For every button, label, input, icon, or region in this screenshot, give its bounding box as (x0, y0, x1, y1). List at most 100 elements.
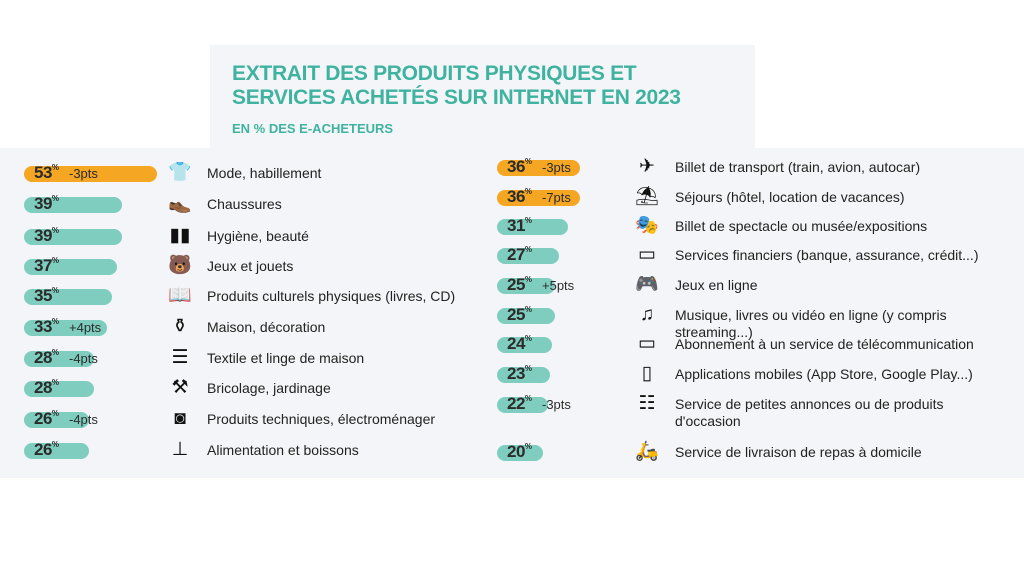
bar (497, 367, 550, 383)
value-number: 36 (507, 157, 525, 176)
chart-row: 26% ⊥ Alimentation et boissons (0, 438, 1024, 464)
category-label: Applications mobiles (App Store, Google … (675, 366, 973, 382)
book-icon: 📖 (168, 285, 192, 306)
bar (24, 412, 89, 428)
delivery-scooter-icon: 🛵 (635, 441, 659, 462)
bar (24, 443, 89, 459)
percent-sign: % (524, 275, 532, 284)
value-number: 53 (34, 163, 52, 182)
bar (24, 381, 94, 397)
value-label: 53% (34, 163, 59, 183)
bar (497, 219, 569, 235)
value-label: 20% (507, 442, 532, 462)
bar (24, 351, 94, 367)
category-label: Produits techniques, électroménager (207, 411, 436, 427)
category-label: Hygiène, beauté (207, 228, 309, 244)
chart-row: 25% ♫ Musique, livres ou vidéo en ligne (y… (0, 303, 1024, 340)
percent-sign: % (524, 157, 532, 166)
category-label: Jeux en ligne (675, 277, 758, 293)
classified-ads-icon: ☷ (638, 393, 656, 414)
bar (24, 289, 112, 305)
percent-sign: % (51, 286, 59, 295)
teddy-bear-icon: 🐻 (168, 255, 192, 276)
value-number: 25 (507, 275, 525, 294)
bar (24, 320, 107, 336)
category-label: Billet de transport (train, avion, autoc… (675, 159, 921, 175)
bar (24, 259, 117, 275)
chart-subtitle: EN % DES E-ACHETEURS (232, 121, 394, 136)
bar (497, 308, 555, 324)
value-label: 24% (507, 334, 532, 354)
chart-row: 22% -3pts ☷ Service de petites annonces ou … (0, 392, 1024, 429)
change-label: -3pts (542, 160, 571, 175)
percent-sign: % (524, 305, 532, 314)
category-label: Jeux et jouets (207, 258, 294, 274)
value-number: 26 (34, 440, 52, 459)
cosmetics-icon: ▮▮ (169, 225, 191, 246)
bar (497, 190, 580, 206)
percent-sign: % (524, 245, 532, 254)
value-label: 27% (507, 245, 532, 265)
chart-row: 24% ▭ Abonnement à un service de télécommu… (0, 332, 1024, 358)
chart-row: 27% ▭ Services financiers (banque, assuran… (0, 243, 1024, 269)
title-box (210, 45, 755, 148)
percent-sign: % (524, 187, 532, 196)
monitor-icon: ▭ (638, 333, 656, 354)
value-label: 25% (507, 275, 532, 295)
value-number: 20 (507, 442, 525, 461)
chart-row: 33% +4pts ⚱ Maison, décoration (0, 315, 1024, 341)
change-label: -3pts (69, 166, 98, 181)
category-label: Alimentation et boissons (207, 442, 359, 458)
category-label: Service de petites annonces ou de produi… (675, 396, 944, 429)
change-label: -3pts (542, 397, 571, 412)
food-icon: ⊥ (171, 439, 189, 460)
chart-row: 36% -7pts ⛱ Séjours (hôtel, location de vac… (0, 185, 1024, 211)
value-label: 31% (507, 216, 532, 236)
value-label: 36% (507, 187, 532, 207)
percent-sign: % (51, 163, 59, 172)
ticket-icon: ✈ (639, 156, 655, 177)
gamepad-icon: 🎮 (635, 274, 659, 295)
shoe-icon: 👞 (168, 193, 192, 214)
percent-sign: % (51, 194, 59, 203)
change-label: -4pts (69, 351, 98, 366)
chart-row: 31% 🎭 Billet de spectacle ou musée/exposit… (0, 214, 1024, 240)
theater-masks-icon: 🎭 (635, 215, 659, 236)
bar (497, 445, 543, 461)
percent-sign: % (51, 409, 59, 418)
value-label: 26% (34, 440, 59, 460)
chart-row: 39% 👞 Chaussures (0, 192, 1024, 218)
change-label: +5pts (542, 278, 575, 293)
value-label: 33% (34, 317, 59, 337)
chart-row: 28% -4pts ☰ Textile et linge de maison (0, 346, 1024, 372)
change-label: -7pts (542, 190, 571, 205)
beach-umbrella-icon: ⛱ (635, 186, 660, 207)
change-label: -4pts (69, 412, 98, 427)
tshirt-icon: 👕 (168, 162, 192, 183)
bar (24, 229, 122, 245)
value-number: 37 (34, 256, 52, 275)
value-number: 28 (34, 348, 52, 367)
value-number: 33 (34, 317, 52, 336)
value-number: 24 (507, 334, 525, 353)
chart-row: 25% +5pts 🎮 Jeux en ligne (0, 273, 1024, 299)
value-number: 39 (34, 194, 52, 213)
chart-row: 37% 🐻 Jeux et jouets (0, 254, 1024, 280)
category-label: Service de livraison de repas à domicile (675, 444, 922, 460)
value-label: 35% (34, 286, 59, 306)
bar (497, 337, 553, 353)
change-label: +4pts (69, 320, 102, 335)
category-label: Mode, habillement (207, 165, 322, 181)
category-label: Musique, livres ou vidéo en ligne (y com… (675, 307, 947, 340)
chart-row: 26% -4pts ◙ Produits techniques, électromén… (0, 407, 1024, 433)
value-number: 28 (34, 378, 52, 397)
value-number: 26 (34, 409, 52, 428)
chart-row: 39% ▮▮ Hygiène, beauté (0, 224, 1024, 250)
smartphone-icon: ▯ (641, 363, 653, 384)
value-label: 23% (507, 364, 532, 384)
category-label: Maison, décoration (207, 319, 326, 335)
percent-sign: % (51, 378, 59, 387)
percent-sign: % (51, 348, 59, 357)
value-number: 39 (34, 226, 52, 245)
value-label: 28% (34, 348, 59, 368)
